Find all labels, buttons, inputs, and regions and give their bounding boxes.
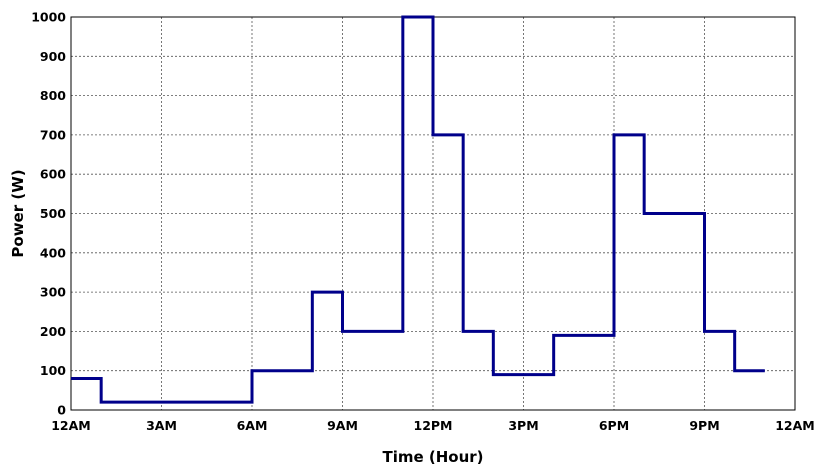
x-tick-label: 3PM <box>508 418 538 433</box>
x-tick-label: 12AM <box>775 418 814 433</box>
y-axis-title: Power (W) <box>9 169 27 257</box>
x-tick-label: 6AM <box>237 418 268 433</box>
y-tick-label: 900 <box>40 49 66 64</box>
y-tick-label: 100 <box>40 363 66 378</box>
series-line-0 <box>71 15 765 404</box>
x-tick-label: 3AM <box>146 418 177 433</box>
y-tick-label: 200 <box>40 324 66 339</box>
x-tick-label: 9PM <box>689 418 719 433</box>
x-tick-label: 9AM <box>327 418 358 433</box>
x-axis-ticks: 12AM 3AM 6AM 9AM 12PM 3PM 6PM 9PM 12AM <box>51 418 814 433</box>
y-tick-label: 700 <box>40 127 66 142</box>
y-axis-ticks: 0 100 200 300 400 500 600 700 800 900 1000 <box>31 10 66 418</box>
y-tick-label: 300 <box>40 285 66 300</box>
y-tick-label: 1000 <box>31 10 66 25</box>
x-tick-label: 12AM <box>51 418 91 433</box>
y-tick-label: 500 <box>40 206 66 221</box>
y-tick-label: 0 <box>57 403 66 418</box>
series-layer <box>71 15 765 404</box>
y-tick-label: 800 <box>40 88 66 103</box>
y-tick-label: 600 <box>40 167 66 182</box>
x-tick-label: 12PM <box>414 418 453 433</box>
y-tick-label: 400 <box>40 245 66 260</box>
x-axis-title: Time (Hour) <box>382 448 483 466</box>
x-tick-label: 6PM <box>599 418 629 433</box>
